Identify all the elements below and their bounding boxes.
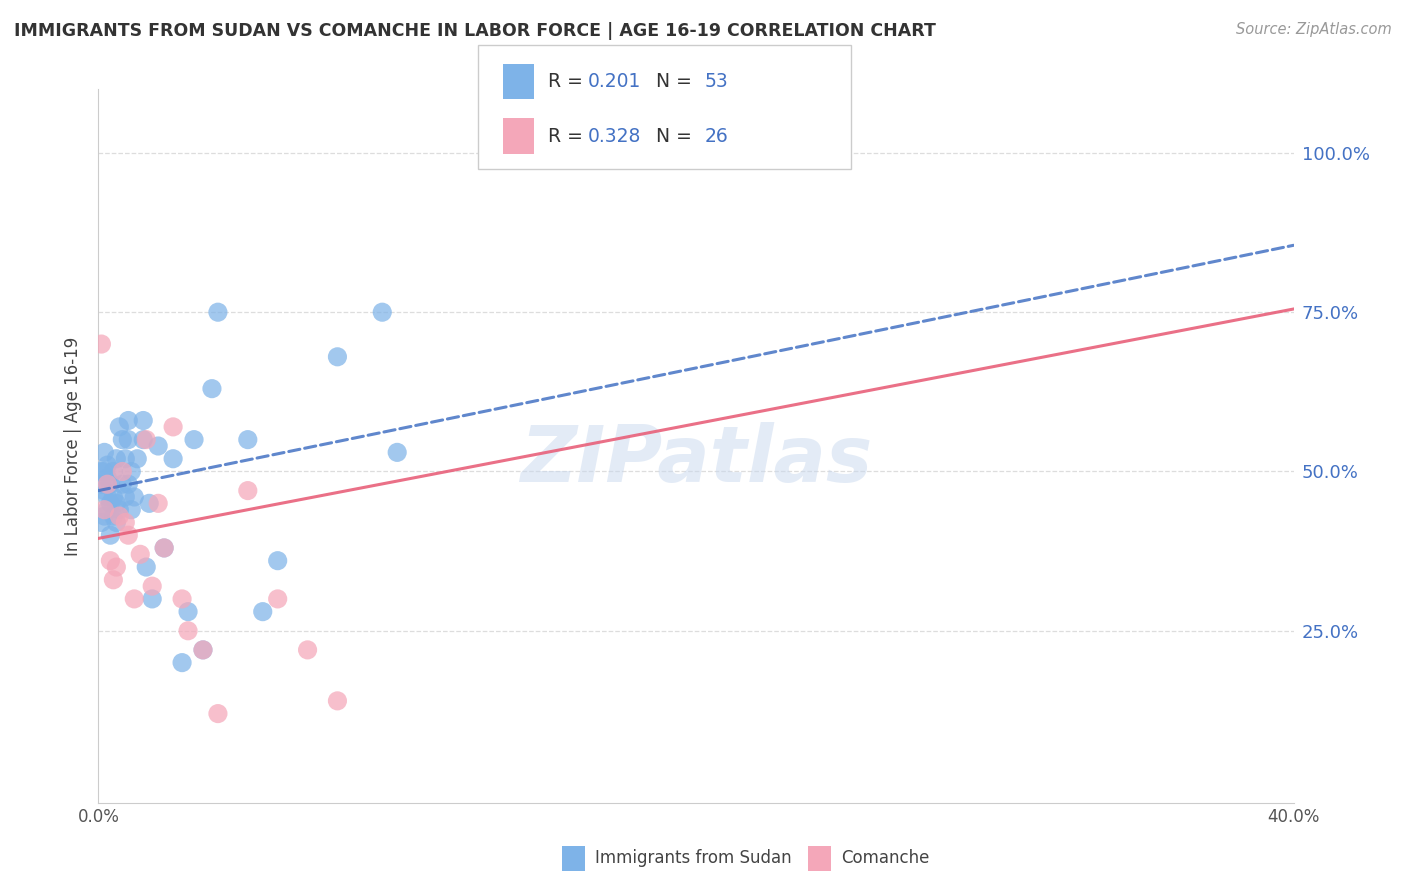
Point bbox=[100, 528, 122, 542]
Point bbox=[183, 433, 205, 447]
Point bbox=[108, 509, 131, 524]
Point bbox=[153, 541, 176, 555]
Point bbox=[135, 433, 157, 447]
Point bbox=[90, 477, 112, 491]
Point bbox=[105, 516, 128, 530]
Point bbox=[93, 483, 115, 498]
Point bbox=[252, 605, 274, 619]
Text: Immigrants from Sudan: Immigrants from Sudan bbox=[595, 849, 792, 867]
Point bbox=[141, 591, 163, 606]
Point bbox=[207, 305, 229, 319]
Point bbox=[108, 420, 131, 434]
Text: 0.201: 0.201 bbox=[588, 72, 641, 91]
Point bbox=[100, 554, 122, 568]
Point bbox=[236, 483, 259, 498]
Point bbox=[108, 502, 131, 516]
Point bbox=[100, 496, 122, 510]
Point bbox=[103, 509, 125, 524]
Point bbox=[267, 591, 290, 606]
Point bbox=[132, 413, 155, 427]
Point bbox=[117, 477, 139, 491]
Point bbox=[201, 382, 224, 396]
Point bbox=[100, 477, 122, 491]
Text: 53: 53 bbox=[704, 72, 728, 91]
Point bbox=[117, 413, 139, 427]
Point bbox=[93, 465, 115, 479]
Point bbox=[172, 591, 194, 606]
Point bbox=[96, 471, 118, 485]
Point bbox=[177, 605, 200, 619]
Text: Comanche: Comanche bbox=[841, 849, 929, 867]
Point bbox=[129, 547, 152, 561]
Text: IMMIGRANTS FROM SUDAN VS COMANCHE IN LABOR FORCE | AGE 16-19 CORRELATION CHART: IMMIGRANTS FROM SUDAN VS COMANCHE IN LAB… bbox=[14, 22, 936, 40]
Text: N =: N = bbox=[644, 127, 697, 145]
Point bbox=[114, 451, 136, 466]
Point bbox=[326, 694, 349, 708]
Point bbox=[120, 465, 142, 479]
Point bbox=[124, 591, 146, 606]
Point bbox=[177, 624, 200, 638]
Y-axis label: In Labor Force | Age 16-19: In Labor Force | Age 16-19 bbox=[65, 336, 83, 556]
Point bbox=[127, 451, 149, 466]
Text: R =: R = bbox=[548, 127, 589, 145]
Point bbox=[148, 496, 170, 510]
Point bbox=[191, 643, 214, 657]
Point bbox=[111, 433, 134, 447]
Point bbox=[90, 465, 112, 479]
Point bbox=[297, 643, 319, 657]
Point bbox=[172, 656, 194, 670]
Point bbox=[105, 496, 128, 510]
Point bbox=[132, 433, 155, 447]
Point bbox=[105, 560, 128, 574]
Point bbox=[236, 433, 259, 447]
Point bbox=[685, 145, 707, 160]
Point bbox=[385, 445, 409, 459]
Point bbox=[114, 490, 136, 504]
Point bbox=[105, 451, 128, 466]
Point bbox=[162, 420, 184, 434]
Point bbox=[148, 439, 170, 453]
Point bbox=[117, 433, 139, 447]
Point bbox=[207, 706, 229, 721]
Point bbox=[267, 554, 290, 568]
Point bbox=[120, 502, 142, 516]
Point bbox=[138, 496, 160, 510]
Point bbox=[162, 451, 184, 466]
Point bbox=[93, 502, 115, 516]
Text: R =: R = bbox=[548, 72, 589, 91]
Point bbox=[114, 516, 136, 530]
Point bbox=[111, 477, 134, 491]
Point bbox=[90, 516, 112, 530]
Point bbox=[96, 477, 118, 491]
Text: N =: N = bbox=[644, 72, 697, 91]
Point bbox=[371, 305, 394, 319]
Point bbox=[103, 573, 125, 587]
Point bbox=[135, 560, 157, 574]
Point bbox=[117, 528, 139, 542]
Point bbox=[103, 490, 125, 504]
Point bbox=[141, 579, 163, 593]
Text: 0.328: 0.328 bbox=[588, 127, 641, 145]
Point bbox=[93, 509, 115, 524]
Point bbox=[96, 502, 118, 516]
Point bbox=[103, 465, 125, 479]
Text: 26: 26 bbox=[704, 127, 728, 145]
Point bbox=[326, 350, 349, 364]
Point bbox=[124, 490, 146, 504]
Point bbox=[93, 445, 115, 459]
Point bbox=[153, 541, 176, 555]
Text: Source: ZipAtlas.com: Source: ZipAtlas.com bbox=[1236, 22, 1392, 37]
Point bbox=[96, 458, 118, 472]
Text: ZIPatlas: ZIPatlas bbox=[520, 422, 872, 499]
Point bbox=[191, 643, 214, 657]
Point bbox=[90, 337, 112, 351]
Point bbox=[96, 490, 118, 504]
Point bbox=[111, 465, 134, 479]
